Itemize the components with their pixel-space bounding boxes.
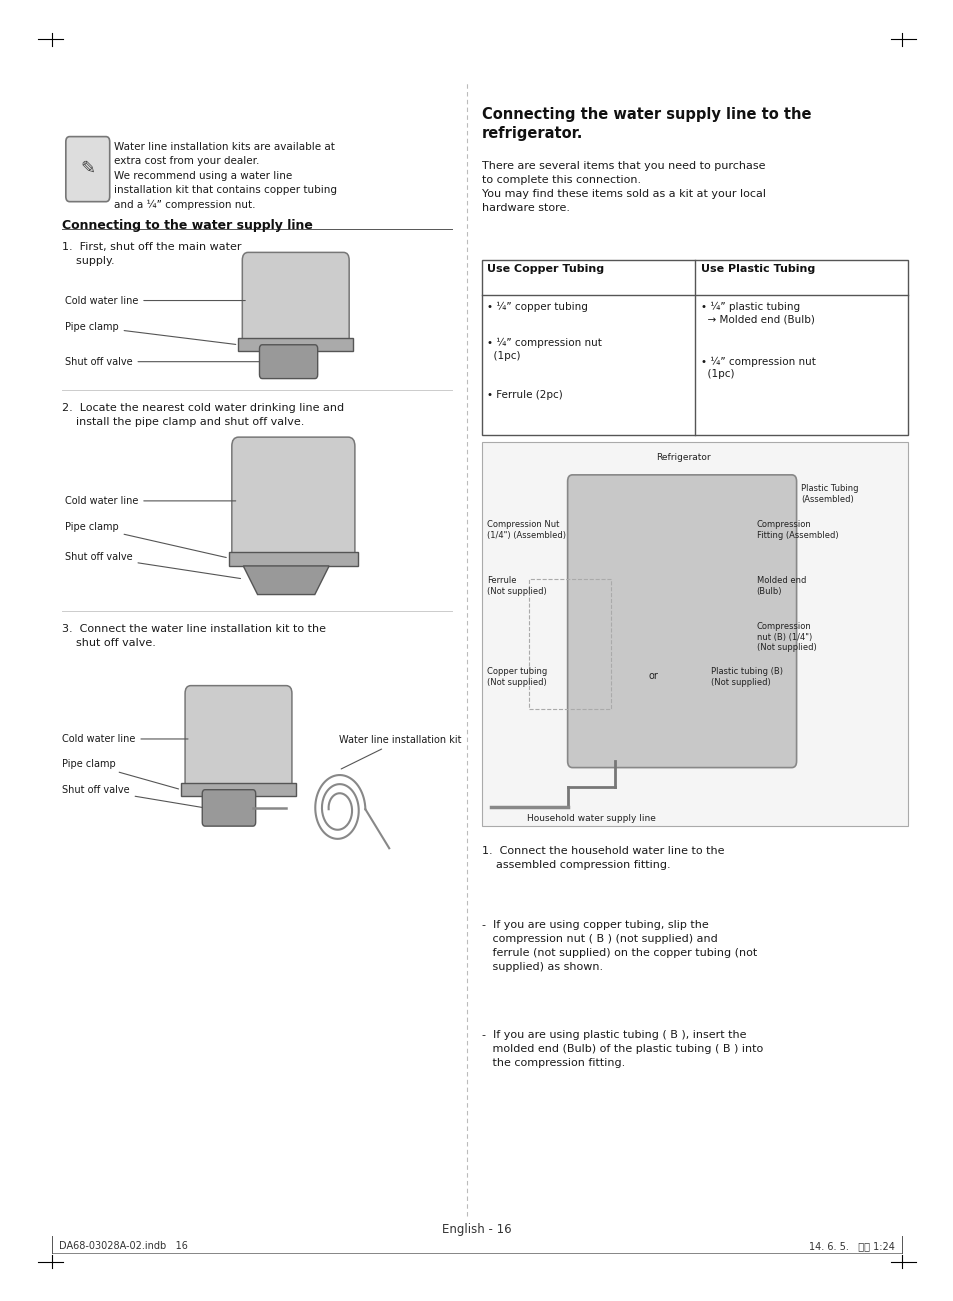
Text: Pipe clamp: Pipe clamp (65, 321, 235, 345)
FancyBboxPatch shape (259, 345, 317, 379)
Text: Compression
nut (B) (1/4")
(Not supplied): Compression nut (B) (1/4") (Not supplied… (756, 622, 816, 652)
Polygon shape (243, 566, 329, 595)
Text: 1.  Connect the household water line to the
    assembled compression fitting.: 1. Connect the household water line to t… (481, 846, 723, 869)
Text: 1.  First, shut off the main water
    supply.: 1. First, shut off the main water supply… (62, 242, 241, 265)
Bar (481, 260, 907, 435)
Text: Pipe clamp: Pipe clamp (62, 758, 178, 788)
Text: Molded end
(Bulb): Molded end (Bulb) (756, 576, 805, 596)
Text: Connecting the water supply line to the
refrigerator.: Connecting the water supply line to the … (481, 107, 810, 141)
Text: -  If you are using plastic tubing ( B ), insert the
   molded end (Bulb) of the: - If you are using plastic tubing ( B ),… (481, 1030, 762, 1068)
Text: • ¼” plastic tubing
  → Molded end (Bulb): • ¼” plastic tubing → Molded end (Bulb) (700, 302, 814, 325)
Text: or: or (648, 671, 658, 682)
FancyBboxPatch shape (66, 137, 110, 202)
Text: 14. 6. 5.   오전 1:24: 14. 6. 5. 오전 1:24 (808, 1241, 894, 1252)
Text: • Ferrule (2pc): • Ferrule (2pc) (487, 390, 562, 401)
Bar (229, 552, 357, 566)
Text: Refrigerator: Refrigerator (655, 453, 710, 462)
Text: • ¼” compression nut
  (1pc): • ¼” compression nut (1pc) (700, 356, 815, 380)
Text: DA68-03028A-02.indb   16: DA68-03028A-02.indb 16 (59, 1241, 188, 1252)
FancyBboxPatch shape (185, 686, 292, 792)
Text: English - 16: English - 16 (442, 1223, 511, 1236)
Text: Cold water line: Cold water line (65, 295, 245, 306)
Text: There are several items that you need to purchase
to complete this connection.
Y: There are several items that you need to… (481, 161, 765, 213)
Text: 2.  Locate the nearest cold water drinking line and
    install the pipe clamp a: 2. Locate the nearest cold water drinkin… (62, 403, 344, 427)
Text: Household water supply line: Household water supply line (526, 814, 656, 824)
Bar (181, 783, 295, 796)
Text: ✎: ✎ (80, 160, 95, 178)
Text: Shut off valve: Shut off valve (65, 356, 259, 367)
Text: Cold water line: Cold water line (65, 496, 235, 506)
Bar (238, 338, 353, 351)
Text: 3.  Connect the water line installation kit to the
    shut off valve.: 3. Connect the water line installation k… (62, 624, 326, 648)
Text: • ¼” copper tubing: • ¼” copper tubing (487, 302, 588, 312)
Text: • ¼” compression nut
  (1pc): • ¼” compression nut (1pc) (487, 338, 601, 362)
Text: Shut off valve: Shut off valve (62, 785, 202, 808)
Text: Compression
Fitting (Assembled): Compression Fitting (Assembled) (756, 520, 838, 540)
Text: Ferrule
(Not supplied): Ferrule (Not supplied) (487, 576, 547, 596)
FancyBboxPatch shape (202, 790, 255, 826)
FancyBboxPatch shape (242, 252, 349, 349)
Text: Shut off valve: Shut off valve (65, 552, 240, 579)
Text: Plastic Tubing
(Assembled): Plastic Tubing (Assembled) (801, 484, 858, 503)
Text: Plastic tubing (B)
(Not supplied): Plastic tubing (B) (Not supplied) (710, 667, 781, 687)
Text: Use Copper Tubing: Use Copper Tubing (487, 264, 604, 275)
Text: Water line installation kits are available at
extra cost from your dealer.
We re: Water line installation kits are availab… (114, 142, 337, 209)
Text: Use Plastic Tubing: Use Plastic Tubing (700, 264, 814, 275)
Text: -  If you are using copper tubing, slip the
   compression nut ( B ) (not suppli: - If you are using copper tubing, slip t… (481, 920, 757, 972)
Text: Pipe clamp: Pipe clamp (65, 522, 226, 558)
FancyBboxPatch shape (232, 437, 355, 562)
Text: Water line installation kit: Water line installation kit (338, 735, 460, 769)
FancyBboxPatch shape (481, 442, 907, 826)
FancyBboxPatch shape (567, 475, 796, 768)
Text: Connecting to the water supply line: Connecting to the water supply line (62, 219, 313, 232)
Text: Compression Nut
(1/4") (Assembled): Compression Nut (1/4") (Assembled) (487, 520, 566, 540)
Text: Copper tubing
(Not supplied): Copper tubing (Not supplied) (487, 667, 547, 687)
Text: Cold water line: Cold water line (62, 734, 188, 744)
